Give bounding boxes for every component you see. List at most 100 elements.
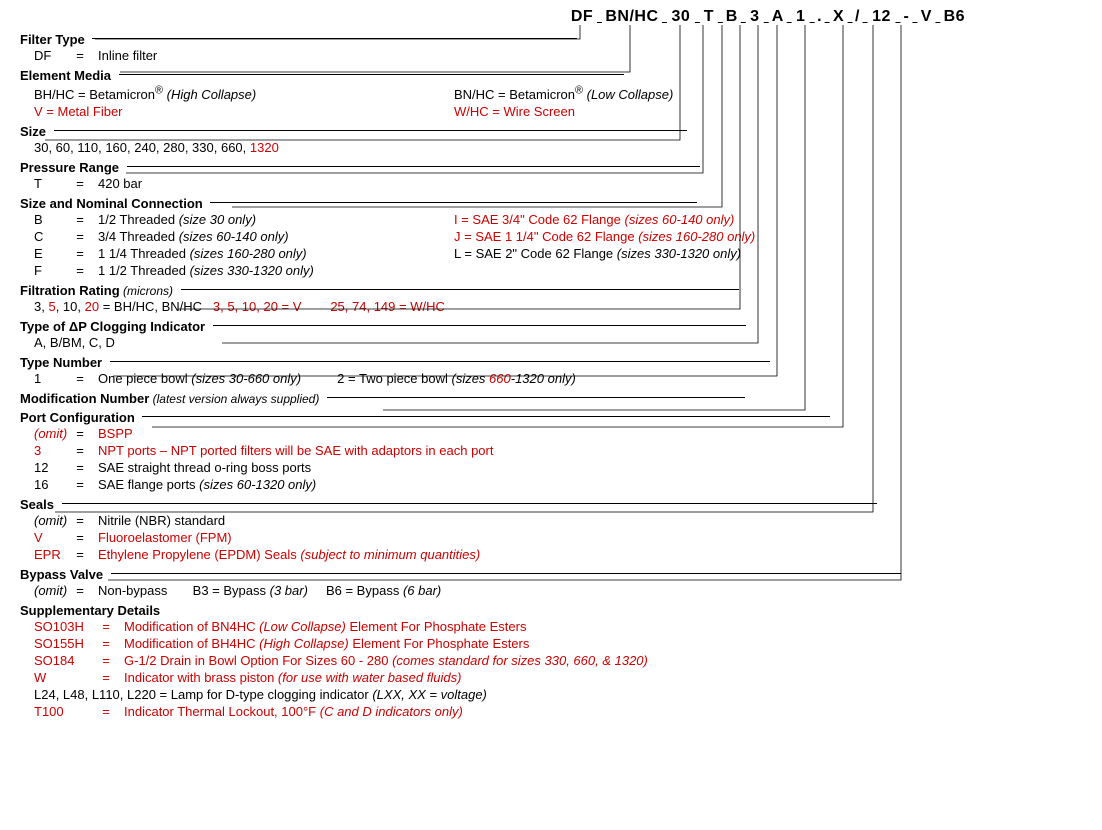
row-key: (omit): [20, 582, 70, 599]
leader-line: [327, 397, 745, 399]
row: BN/HC = Betamicron® (Low Collapse): [440, 83, 673, 103]
row-val: L = SAE 2" Code 62 Flange (sizes 330-132…: [440, 246, 741, 261]
row-val: J = SAE 1 1/4" Code 62 Flange (sizes 160…: [440, 229, 755, 244]
row-val: L24, L48, L110, L220 = Lamp for D-type c…: [20, 687, 487, 702]
section-11: Bypass Valve (omit)=Non-bypass B3 = Bypa…: [20, 567, 1082, 599]
leader-line: [62, 503, 877, 505]
column-1: I = SAE 3/4" Code 62 Flange (sizes 60-14…: [440, 211, 755, 262]
model-code-part-3: T: [700, 8, 718, 26]
row: T100=Indicator Thermal Lockout, 100°F (C…: [20, 703, 1082, 720]
leader-line: [110, 361, 770, 363]
row-key: W: [20, 669, 96, 686]
row: I = SAE 3/4" Code 62 Flange (sizes 60-14…: [440, 211, 755, 228]
row-eq: =: [96, 635, 116, 652]
section-3: Pressure Range T=420 bar: [20, 160, 1082, 192]
row-key: B: [20, 211, 70, 228]
row-val: 1 1/4 Threaded (sizes 160-280 only): [90, 246, 307, 261]
row: (omit)=BSPP: [20, 425, 1082, 442]
model-code-part-5: 3: [746, 8, 764, 26]
row-val: BN/HC = Betamicron® (Low Collapse): [440, 87, 673, 102]
leader-line: [54, 130, 687, 132]
model-code-part-0: DF: [567, 8, 597, 26]
row-val: 3/4 Threaded (sizes 60-140 only): [90, 229, 289, 244]
model-code-part-10: /: [853, 8, 863, 26]
section-title: Bypass Valve: [20, 567, 103, 582]
row-eq: =: [96, 669, 116, 686]
row-eq: =: [70, 459, 90, 476]
row-eq: =: [70, 175, 90, 192]
row: L24, L48, L110, L220 = Lamp for D-type c…: [20, 686, 1082, 703]
section-2: Size 30, 60, 110, 160, 240, 280, 330, 66…: [20, 124, 1082, 156]
column-0: BH/HC = Betamicron® (High Collapse) V = M…: [20, 83, 440, 120]
row-val: Fluoroelastomer (FPM): [90, 530, 232, 545]
row: C=3/4 Threaded (sizes 60-140 only): [20, 228, 440, 245]
row-eq: =: [70, 529, 90, 546]
section-title: Seals: [20, 497, 54, 512]
row-val: V = Metal Fiber: [20, 104, 123, 119]
section-6: Type of ΔP Clogging Indicator A, B/BM, C…: [20, 319, 1082, 351]
row-eq: =: [70, 425, 90, 442]
section-title: Element Media: [20, 68, 111, 83]
model-code-part-2: 30: [667, 8, 695, 26]
section-title: Type Number: [20, 355, 102, 370]
row: F=1 1/2 Threaded (sizes 330-1320 only): [20, 262, 440, 279]
row-val: BH/HC = Betamicron® (High Collapse): [20, 87, 256, 102]
section-8: Modification Number (latest version alwa…: [20, 391, 1082, 406]
row-val: NPT ports – NPT ported filters will be S…: [90, 443, 493, 458]
row-val: A, B/BM, C, D: [20, 335, 115, 350]
row: EPR=Ethylene Propylene (EPDM) Seals (sub…: [20, 546, 1082, 563]
row-key: 12: [20, 459, 70, 476]
row-val: One piece bowl (sizes 30-660 only) 2 = T…: [90, 371, 576, 386]
row-val: 1/2 Threaded (size 30 only): [90, 212, 256, 227]
sections-container: Filter Type DF=Inline filterElement Medi…: [20, 32, 1082, 720]
leader-line: [142, 416, 830, 418]
row: L = SAE 2" Code 62 Flange (sizes 330-132…: [440, 245, 755, 262]
row-key: SO155H: [20, 635, 96, 652]
row-key: SO184: [20, 652, 96, 669]
row-val: W/HC = Wire Screen: [440, 104, 575, 119]
row-eq: =: [96, 618, 116, 635]
row-eq: =: [70, 476, 90, 493]
model-code-part-13: V: [917, 8, 935, 26]
section-title: Filtration Rating: [20, 283, 120, 298]
row-eq: =: [70, 211, 90, 228]
row-val: Ethylene Propylene (EPDM) Seals (subject…: [90, 547, 480, 562]
row: 1=One piece bowl (sizes 30-660 only) 2 =…: [20, 370, 1082, 387]
row-key: EPR: [20, 546, 70, 563]
section-note: (latest version always supplied): [149, 392, 319, 406]
row: SO155H=Modification of BH4HC (High Colla…: [20, 635, 1082, 652]
row-key: E: [20, 245, 70, 262]
model-code-part-7: 1: [792, 8, 810, 26]
section-note: (microns): [120, 284, 173, 298]
row-eq: =: [70, 370, 90, 387]
row-key: C: [20, 228, 70, 245]
leader-line: [181, 289, 739, 291]
row: (omit)=Nitrile (NBR) standard: [20, 512, 1082, 529]
row-eq: =: [96, 703, 116, 720]
section-title: Filter Type: [20, 32, 85, 47]
row-val: Modification of BN4HC (Low Collapse) Ele…: [116, 619, 526, 634]
leader-line: [127, 166, 700, 168]
row: T=420 bar: [20, 175, 1082, 192]
row-eq: =: [70, 582, 90, 599]
section-10: Seals (omit)=Nitrile (NBR) standardV=Flu…: [20, 497, 1082, 563]
row: 16=SAE flange ports (sizes 60-1320 only): [20, 476, 1082, 493]
section-1: Element Media BH/HC = Betamicron® (High …: [20, 68, 1082, 120]
row-val: SAE flange ports (sizes 60-1320 only): [90, 477, 316, 492]
row-val: 30, 60, 110, 160, 240, 280, 330, 660, 13…: [20, 140, 279, 155]
row: 12=SAE straight thread o-ring boss ports: [20, 459, 1082, 476]
row-val: Indicator with brass piston (for use wit…: [116, 670, 461, 685]
section-5: Filtration Rating (microns) 3, 5, 10, 20…: [20, 283, 1082, 315]
row-key: T: [20, 175, 70, 192]
row-key: SO103H: [20, 618, 96, 635]
row: J = SAE 1 1/4" Code 62 Flange (sizes 160…: [440, 228, 755, 245]
model-code-header: DF BN/HC 30 T B 3 A 1 . X / 12 - V B6: [567, 8, 968, 26]
row: (omit)=Non-bypass B3 = Bypass (3 bar) B6…: [20, 582, 1082, 599]
section-4: Size and Nominal Connection B=1/2 Thread…: [20, 196, 1082, 279]
row-eq: =: [70, 512, 90, 529]
section-title: Port Configuration: [20, 410, 135, 425]
row-key: F: [20, 262, 70, 279]
model-code-part-8: .: [815, 8, 825, 26]
row-eq: =: [70, 245, 90, 262]
row-val: Nitrile (NBR) standard: [90, 513, 225, 528]
